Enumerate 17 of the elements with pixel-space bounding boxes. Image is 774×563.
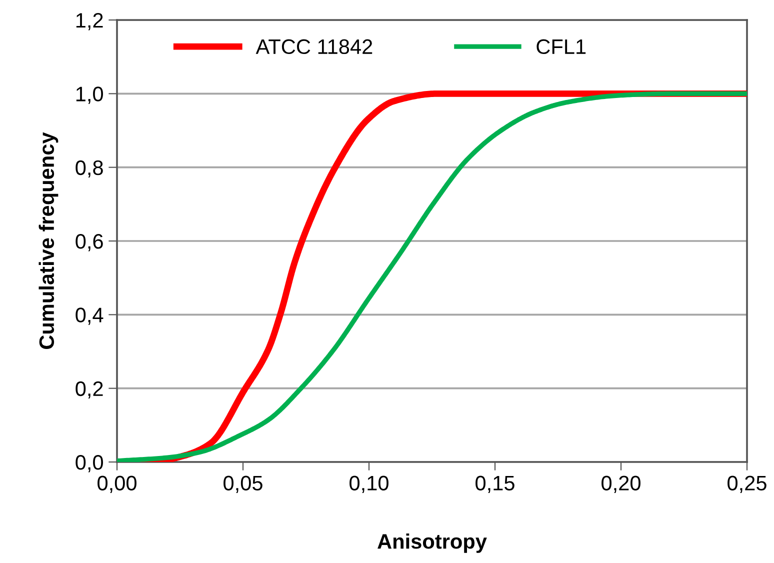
x-tick-label: 0,05 — [224, 476, 262, 493]
y-tick-label: 0,8 — [76, 160, 103, 178]
x-tick-label: 0,15 — [476, 476, 514, 493]
y-tick-label: 0,2 — [76, 381, 103, 399]
y-tick-label: 0,4 — [76, 308, 104, 325]
y-tick-label: 1,0 — [76, 86, 103, 104]
x-tick-label: 0,10 — [350, 476, 388, 493]
legend-label: CFL1 — [536, 39, 586, 54]
y-tick-label: 0,0 — [76, 455, 103, 472]
y-axis-title: Cumulative frequency — [38, 132, 58, 349]
x-axis-title: Anisotropy — [378, 534, 487, 553]
x-tick-label: 0,25 — [728, 476, 766, 493]
x-tick-label: 0,20 — [602, 476, 640, 493]
y-tick-label: 1,2 — [76, 13, 103, 30]
legend-label: ATCC 11842 — [256, 39, 372, 54]
x-tick-label: 0,00 — [98, 476, 136, 493]
y-tick-label: 0,6 — [76, 234, 103, 252]
